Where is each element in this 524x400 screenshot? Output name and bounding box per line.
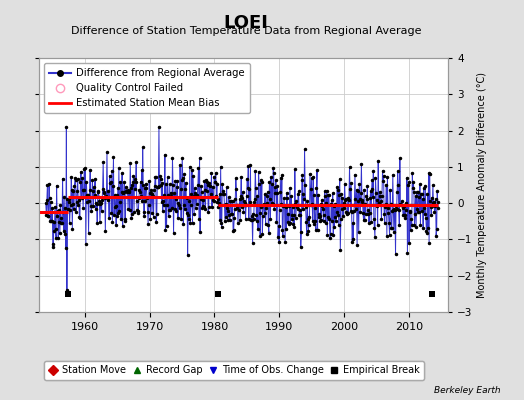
Text: Difference of Station Temperature Data from Regional Average: Difference of Station Temperature Data f… <box>71 26 421 36</box>
Legend: Station Move, Record Gap, Time of Obs. Change, Empirical Break: Station Move, Record Gap, Time of Obs. C… <box>44 361 424 380</box>
Text: LOEI: LOEI <box>224 14 269 32</box>
Text: Berkeley Earth: Berkeley Earth <box>434 386 500 395</box>
Y-axis label: Monthly Temperature Anomaly Difference (°C): Monthly Temperature Anomaly Difference (… <box>477 72 487 298</box>
